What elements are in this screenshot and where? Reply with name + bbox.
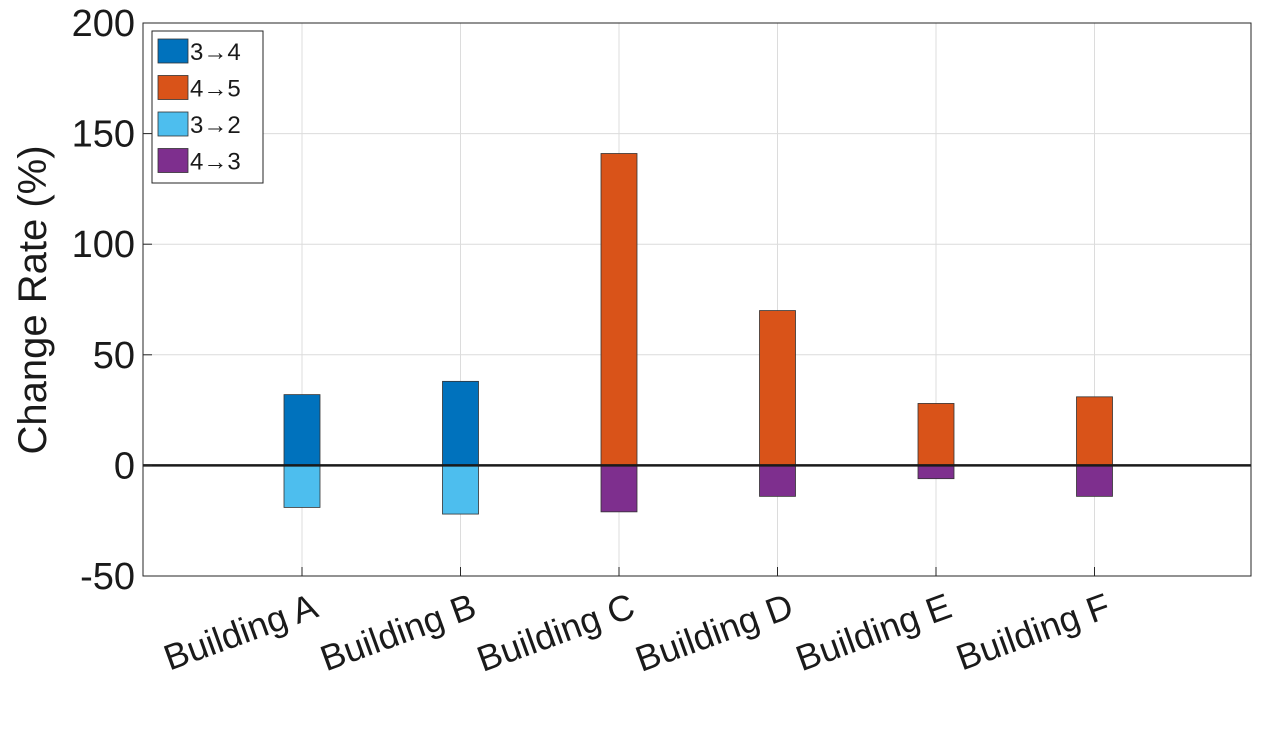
y-tick-label: 50 <box>93 335 135 377</box>
bar-building-c-series-1 <box>600 153 638 466</box>
y-axis-label: Change Rate (%) <box>11 145 55 454</box>
bar-building-e-series-3 <box>917 464 955 480</box>
y-tick-label: -50 <box>80 556 135 598</box>
legend-label: 3→4 <box>190 39 241 66</box>
legend-label: 4→5 <box>190 76 241 103</box>
bar-building-b-series-0 <box>442 380 479 466</box>
x-tick-label: Building B <box>315 585 481 679</box>
legend-label: 4→3 <box>190 149 241 176</box>
legend-swatch <box>157 75 189 100</box>
legend-label: 3→2 <box>190 112 241 139</box>
legend: 3→4 4→5 3→2 4→3 <box>151 30 264 184</box>
legend-swatch <box>157 38 189 64</box>
legend-swatch <box>157 148 189 173</box>
bar-building-a-series-0 <box>283 394 321 466</box>
y-tick-label: 0 <box>114 445 135 487</box>
bar-building-a-series-2 <box>283 464 321 508</box>
bar-building-f-series-1 <box>1076 396 1113 466</box>
y-tick-label: 150 <box>72 114 135 156</box>
x-tick-label: Building D <box>630 585 798 680</box>
y-tick-label: 100 <box>72 224 135 266</box>
x-tick-label: Building C <box>472 585 640 680</box>
bar-building-d-series-1 <box>759 310 796 466</box>
y-tick-label: 200 <box>72 3 135 45</box>
bar-building-c-series-3 <box>600 464 638 513</box>
bars <box>283 153 1113 515</box>
y-axis-ticks: -50 0 50 100 150 200 <box>72 3 152 598</box>
legend-swatch <box>157 111 189 137</box>
bar-building-d-series-3 <box>759 464 796 497</box>
bar-building-e-series-1 <box>917 403 955 466</box>
x-tick-label: Building F <box>951 585 1115 678</box>
bar-building-b-series-2 <box>442 464 479 515</box>
x-tick-label: Building E <box>790 585 956 679</box>
plot-area-frame <box>142 22 1252 577</box>
bar-building-f-series-3 <box>1076 464 1113 497</box>
x-tick-label: Building A <box>158 585 322 678</box>
